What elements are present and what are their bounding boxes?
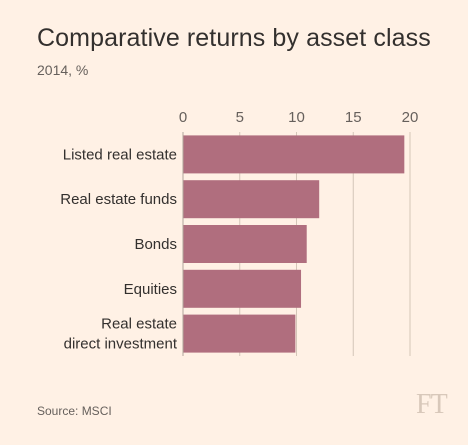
- bars: [182, 132, 405, 356]
- category-label: Real estate: [101, 316, 177, 333]
- chart-title: Comparative returns by asset class: [37, 24, 431, 52]
- bar: [183, 314, 296, 353]
- x-tick-label: 0: [179, 109, 187, 126]
- category-label: direct investment: [64, 336, 178, 353]
- x-tick-label: 5: [236, 109, 244, 126]
- chart-subtitle: 2014, %: [37, 62, 89, 78]
- bar: [183, 225, 307, 263]
- x-tick-label: 15: [345, 109, 362, 126]
- x-axis-ticks: 0 5 10 15 20: [179, 109, 419, 126]
- category-label: Listed real estate: [63, 146, 177, 163]
- category-label: Bonds: [134, 236, 177, 253]
- x-tick-label: 20: [402, 109, 419, 126]
- bar: [183, 135, 405, 174]
- category-label: Real estate funds: [60, 191, 177, 208]
- bar: [183, 180, 320, 219]
- category-label: Equities: [124, 281, 177, 298]
- bar: [183, 269, 302, 308]
- source-note: Source: MSCI: [37, 404, 112, 418]
- category-labels: Listed real estate Real estate funds Bonds…: [60, 146, 178, 352]
- x-tick-label: 10: [288, 109, 305, 126]
- ft-logo: FT: [416, 389, 448, 420]
